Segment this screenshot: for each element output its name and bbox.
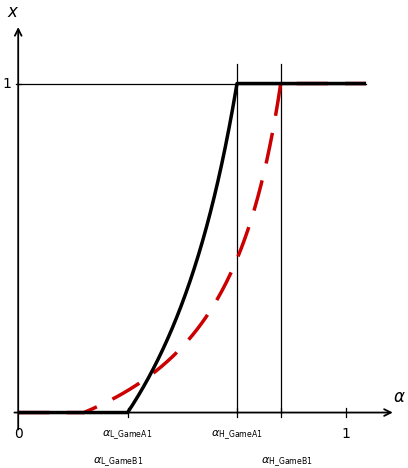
Text: $\alpha_{\mathsf{L\_GameA1}}$: $\alpha_{\mathsf{L\_GameA1}}$ — [102, 428, 153, 442]
Text: $x$: $x$ — [7, 3, 20, 21]
Text: 0: 0 — [14, 427, 22, 441]
Text: 1: 1 — [342, 427, 351, 441]
Text: 1: 1 — [3, 77, 12, 90]
Text: $\alpha$: $\alpha$ — [392, 388, 405, 406]
Text: $\alpha_{\mathsf{H\_GameA1}}$: $\alpha_{\mathsf{H\_GameA1}}$ — [211, 428, 263, 442]
Text: $\alpha_{\mathsf{H\_GameB1}}$: $\alpha_{\mathsf{H\_GameB1}}$ — [262, 455, 313, 468]
Text: $\alpha_{\mathsf{L\_GameB1}}$: $\alpha_{\mathsf{L\_GameB1}}$ — [93, 455, 143, 468]
